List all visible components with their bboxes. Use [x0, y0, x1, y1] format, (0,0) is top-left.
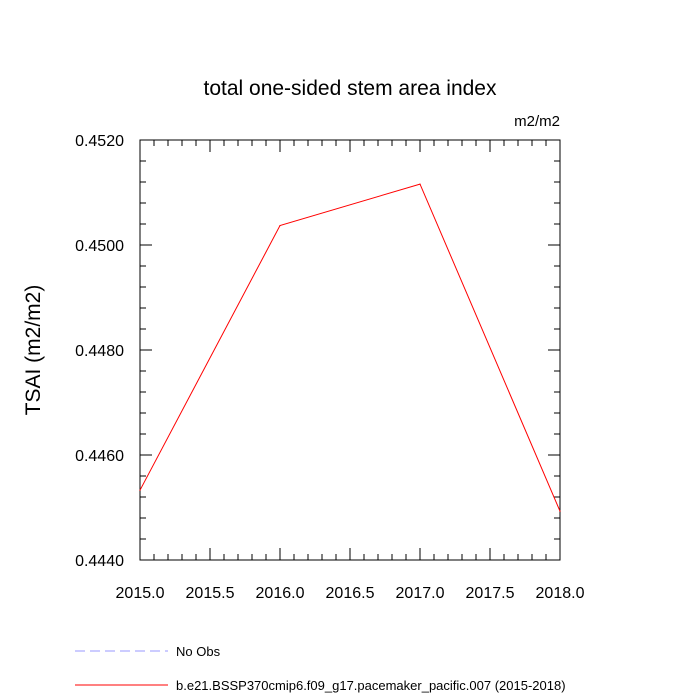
y-axis-label: TSAI (m2/m2): [22, 285, 45, 416]
x-tick-label: 2017.0: [396, 585, 445, 602]
y-tick-label: 0.4520: [75, 133, 124, 150]
x-tick-label: 2018.0: [536, 585, 585, 602]
x-tick-label: 2015.5: [186, 585, 235, 602]
x-tick-label: 2017.5: [466, 585, 515, 602]
chart-title: total one-sided stem area index: [203, 77, 497, 100]
data-point: [419, 183, 421, 185]
x-tick-label: 2016.0: [256, 585, 305, 602]
legend-label-1: b.e21.BSSP370cmip6.f09_g17.pacemaker_pac…: [176, 678, 566, 693]
series-layer: [139, 183, 561, 512]
y-tick-label: 0.4500: [75, 238, 124, 255]
data-point: [139, 489, 141, 491]
plot-frame: [139, 139, 561, 561]
series-line-0: [139, 183, 561, 512]
y-tick-label: 0.4460: [75, 448, 124, 465]
legend: No Obs b.e21.BSSP370cmip6.f09_g17.pacemak…: [75, 644, 566, 693]
units-label: m2/m2: [514, 113, 560, 130]
x-tick-label: 2016.5: [326, 585, 375, 602]
legend-label-0: No Obs: [176, 644, 221, 659]
y-tick-label: 0.4440: [75, 553, 124, 570]
x-tick-label: 2015.0: [116, 585, 165, 602]
data-point: [279, 224, 281, 227]
axis-ticks: 2015.0 2015.5 2016.0 2016.5 2017.0 2017.5 2018…: [75, 133, 585, 602]
data-point: [559, 510, 561, 512]
y-tick-label: 0.4480: [75, 343, 124, 360]
